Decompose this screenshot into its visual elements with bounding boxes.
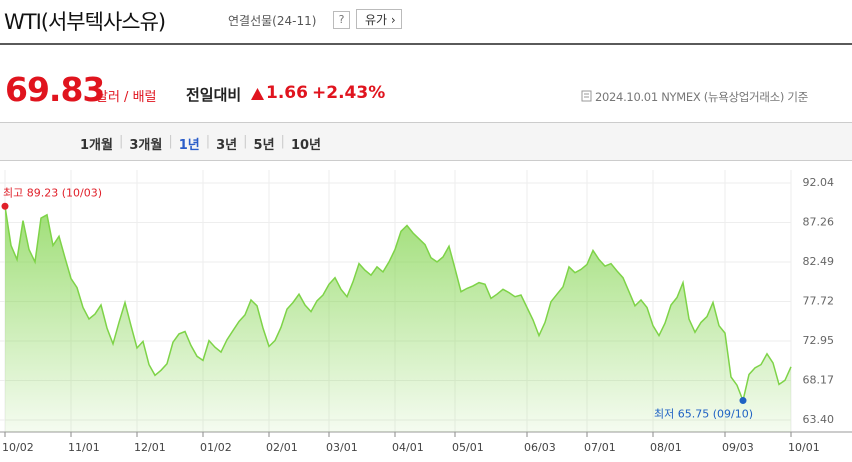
tab[interactable]: 3개월 — [129, 138, 163, 153]
x-tick-label: 05/01 — [452, 441, 484, 454]
x-tick-label: 09/03 — [722, 441, 754, 454]
contract: 연결선물(24-11) — [228, 14, 317, 28]
x-tick-label: 11/01 — [68, 441, 100, 454]
x-tick-label: 12/01 — [134, 441, 166, 454]
x-tick-label: 06/03 — [524, 441, 556, 454]
doc-icon — [581, 90, 592, 102]
change-label: 전일대비 — [186, 86, 242, 104]
change: 1.66 — [266, 83, 308, 103]
unit: 달러 / 배럴 — [96, 90, 157, 105]
y-tick-label: 77.72 — [803, 295, 835, 308]
x-tick-label: 10/01 — [788, 441, 820, 454]
tab[interactable]: 5년 — [253, 138, 275, 153]
date-note: 2024.10.01 NYMEX (뉴욕상업거래소) 기준 — [595, 90, 808, 104]
area — [5, 206, 791, 432]
oil-button-label: 유가 — [365, 13, 388, 27]
tab-bar — [0, 122, 852, 161]
tab-separator: | — [118, 134, 124, 149]
x-tick-label: 08/01 — [650, 441, 682, 454]
x-tick-label: 10/02 — [2, 441, 34, 454]
y-tick-label: 72.95 — [803, 334, 835, 347]
high-label: 최고 89.23 (10/03) — [3, 186, 102, 199]
tab-separator: | — [280, 134, 285, 149]
line — [4, 206, 792, 404]
tab-separator: | — [243, 134, 248, 149]
y-tick-label: 63.40 — [803, 413, 835, 426]
low-label: 최저 65.75 (09/10) — [654, 408, 753, 421]
tabs: 1개월 | 3개월 | 1년 | 3년 | 5년 | 10년 — [80, 134, 321, 153]
help-button[interactable]: ? — [333, 11, 350, 29]
tab[interactable]: 10년 — [290, 138, 321, 153]
x-tick-label: 02/01 — [266, 441, 298, 454]
x-tick-label: 07/01 — [584, 441, 616, 454]
tab[interactable]: 1개월 — [80, 138, 113, 153]
header-rule — [0, 43, 852, 45]
y-tick-label: 82.49 — [803, 255, 835, 268]
price: 69.83 — [5, 70, 105, 109]
tab-separator: | — [205, 134, 211, 149]
low-marker — [739, 397, 747, 405]
high-marker — [1, 202, 9, 210]
y-tick-label: 92.04 — [803, 176, 835, 189]
title: WTI(서부텍사스유) — [4, 10, 166, 34]
y-tick-label: 87.26 — [803, 216, 835, 229]
x-tick-label: 01/02 — [200, 441, 232, 454]
x-tick-label: 04/01 — [392, 441, 424, 454]
y-tick-label: 68.17 — [803, 374, 835, 387]
tab[interactable]: 3년 — [216, 138, 238, 153]
x-tick-label: 03/01 — [326, 441, 358, 454]
change-pct: +2.43% — [312, 83, 386, 103]
oil-button[interactable]: 유가 › — [356, 9, 402, 29]
up-arrow — [251, 88, 264, 100]
tab-separator: | — [168, 134, 173, 149]
tab[interactable]: 1년 — [178, 138, 200, 153]
